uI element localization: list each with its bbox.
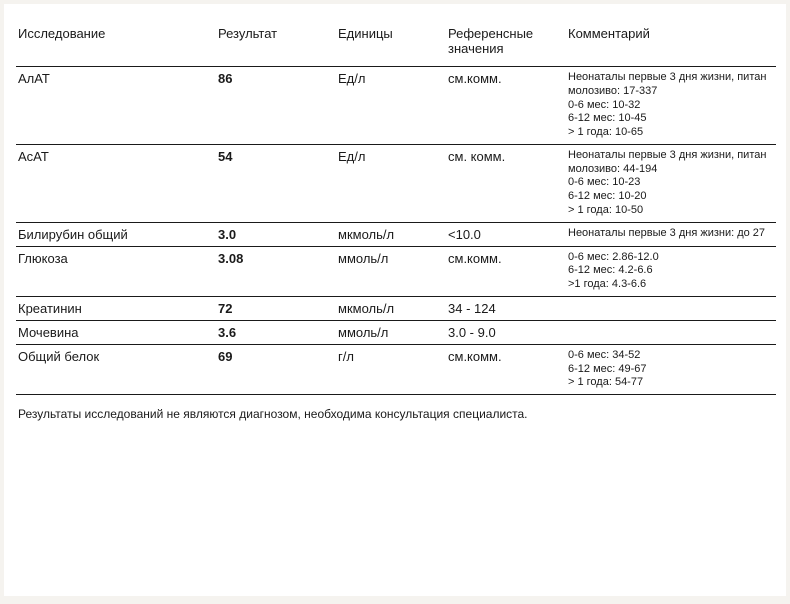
header-test: Исследование: [16, 22, 216, 67]
table-row: АлАТ 86 Ед/л см.комм. Неонаталы первые 3…: [16, 67, 776, 145]
cell-ref: 3.0 - 9.0: [446, 320, 566, 344]
cell-ref: 34 - 124: [446, 296, 566, 320]
lab-results-table: Исследование Результат Единицы Референсн…: [16, 22, 776, 425]
header-result: Результат: [216, 22, 336, 67]
cell-comment: [566, 320, 776, 344]
cell-comment: Неонаталы первые 3 дня жизни, питан моло…: [566, 67, 776, 145]
cell-units: Ед/л: [336, 144, 446, 222]
cell-result: 86: [216, 67, 336, 145]
cell-units: Ед/л: [336, 67, 446, 145]
cell-test: Глюкоза: [16, 246, 216, 296]
cell-test: Креатинин: [16, 296, 216, 320]
cell-ref: см.комм.: [446, 344, 566, 394]
cell-result: 3.08: [216, 246, 336, 296]
cell-result: 69: [216, 344, 336, 394]
cell-units: ммоль/л: [336, 246, 446, 296]
cell-test: Общий белок: [16, 344, 216, 394]
table-row: Креатинин 72 мкмоль/л 34 - 124: [16, 296, 776, 320]
cell-result: 3.0: [216, 222, 336, 246]
cell-units: мкмоль/л: [336, 222, 446, 246]
cell-comment: [566, 296, 776, 320]
cell-ref: см.комм.: [446, 246, 566, 296]
cell-units: мкмоль/л: [336, 296, 446, 320]
table-row: Глюкоза 3.08 ммоль/л см.комм. 0-6 мес: 2…: [16, 246, 776, 296]
cell-comment: 0-6 мес: 2.86-12.0 6-12 мес: 4.2-6.6 >1 …: [566, 246, 776, 296]
cell-result: 72: [216, 296, 336, 320]
cell-test: АлАТ: [16, 67, 216, 145]
header-ref: Референсные значения: [446, 22, 566, 67]
footer-row: Результаты исследований не являются диаг…: [16, 395, 776, 426]
cell-test: Мочевина: [16, 320, 216, 344]
header-comment: Комментарий: [566, 22, 776, 67]
footer-note: Результаты исследований не являются диаг…: [16, 395, 776, 426]
cell-comment: Неонаталы первые 3 дня жизни: до 27: [566, 222, 776, 246]
cell-units: ммоль/л: [336, 320, 446, 344]
cell-ref: см.комм.: [446, 67, 566, 145]
header-row: Исследование Результат Единицы Референсн…: [16, 22, 776, 67]
table-row: Общий белок 69 г/л см.комм. 0-6 мес: 34-…: [16, 344, 776, 394]
lab-results-sheet: Исследование Результат Единицы Референсн…: [4, 4, 786, 596]
cell-units: г/л: [336, 344, 446, 394]
cell-ref: см. комм.: [446, 144, 566, 222]
cell-result: 54: [216, 144, 336, 222]
table-row: Билирубин общий 3.0 мкмоль/л <10.0 Неона…: [16, 222, 776, 246]
table-row: АсАТ 54 Ед/л см. комм. Неонаталы первые …: [16, 144, 776, 222]
cell-result: 3.6: [216, 320, 336, 344]
cell-test: Билирубин общий: [16, 222, 216, 246]
cell-comment: Неонаталы первые 3 дня жизни, питан моло…: [566, 144, 776, 222]
table-row: Мочевина 3.6 ммоль/л 3.0 - 9.0: [16, 320, 776, 344]
cell-ref: <10.0: [446, 222, 566, 246]
cell-test: АсАТ: [16, 144, 216, 222]
header-units: Единицы: [336, 22, 446, 67]
cell-comment: 0-6 мес: 34-52 6-12 мес: 49-67 > 1 года:…: [566, 344, 776, 394]
